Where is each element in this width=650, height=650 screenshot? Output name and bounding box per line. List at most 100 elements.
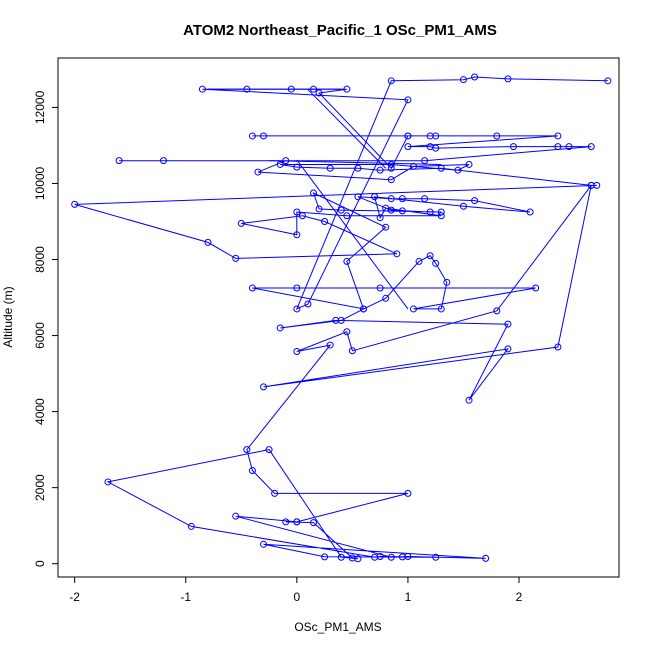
data-point	[282, 518, 290, 526]
data-point	[354, 164, 362, 172]
data-point	[398, 553, 406, 561]
data-point	[371, 553, 379, 561]
data-point	[437, 208, 445, 216]
data-point	[237, 219, 245, 227]
data-point	[471, 73, 479, 81]
data-point	[326, 341, 334, 349]
data-point	[504, 345, 512, 353]
data-point	[260, 383, 268, 391]
data-point	[321, 553, 329, 561]
data-point	[554, 132, 562, 140]
data-point	[587, 181, 595, 189]
data-point	[376, 284, 384, 292]
data-point	[504, 320, 512, 328]
y-tick-label: 4000	[33, 398, 47, 425]
data-point	[160, 157, 168, 165]
data-point	[493, 307, 501, 315]
series-line	[74, 76, 608, 560]
data-point	[310, 519, 318, 527]
data-point	[293, 305, 301, 313]
data-point	[71, 200, 79, 208]
data-point	[387, 164, 395, 172]
data-point	[432, 132, 440, 140]
data-point	[387, 195, 395, 203]
data-point	[232, 512, 240, 520]
data-point	[315, 89, 323, 97]
data-point	[287, 85, 295, 93]
data-point	[443, 278, 451, 286]
y-tick-label: 6000	[33, 322, 47, 349]
data-point	[254, 168, 262, 176]
data-point	[493, 132, 501, 140]
data-point	[387, 206, 395, 214]
data-point	[348, 554, 356, 562]
x-tick-label: -2	[69, 590, 80, 604]
data-point	[248, 467, 256, 475]
data-point	[532, 284, 540, 292]
data-point	[482, 554, 490, 562]
x-tick-label: -1	[180, 590, 191, 604]
data-point	[293, 163, 301, 171]
x-tick-label: 1	[405, 590, 412, 604]
data-point	[421, 157, 429, 165]
data-point	[343, 212, 351, 220]
x-axis: -2 -1 0 1 2	[69, 576, 523, 604]
data-point	[409, 305, 417, 313]
data-point	[315, 205, 323, 213]
data-point	[382, 294, 390, 302]
data-point	[293, 284, 301, 292]
x-tick-label: 0	[293, 590, 300, 604]
data-point	[387, 160, 395, 168]
y-axis: 0 2000 4000 6000 8000 10000 12000	[33, 90, 59, 567]
data-point	[187, 522, 195, 530]
data-point	[337, 206, 345, 214]
data-point	[310, 85, 318, 93]
data-point	[587, 143, 595, 151]
data-point	[465, 160, 473, 168]
data-point	[359, 305, 367, 313]
data-point	[421, 195, 429, 203]
data-point	[437, 305, 445, 313]
data-point	[115, 157, 123, 165]
data-point	[509, 143, 517, 151]
data-point	[404, 132, 412, 140]
data-point	[204, 238, 212, 246]
data-point	[387, 553, 395, 561]
x-tick-label: 2	[516, 590, 523, 604]
data-point	[465, 396, 473, 404]
data-point	[432, 259, 440, 267]
data-point	[432, 144, 440, 152]
data-point	[393, 250, 401, 258]
data-point	[371, 193, 379, 201]
y-tick-label: 10000	[33, 166, 47, 200]
data-point	[276, 324, 284, 332]
series-segment	[296, 159, 409, 310]
y-tick-label: 0	[33, 560, 47, 567]
data-point	[260, 132, 268, 140]
data-point	[354, 193, 362, 201]
data-point	[293, 231, 301, 239]
data-point	[282, 157, 290, 165]
x-axis-label: OSc_PM1_AMS	[294, 620, 381, 634]
data-point	[104, 478, 112, 486]
data-point	[554, 343, 562, 351]
data-point	[459, 202, 467, 210]
data-point	[409, 162, 417, 170]
data-point	[298, 212, 306, 220]
data-point	[326, 164, 334, 172]
data-point	[348, 347, 356, 355]
chart-title: ATOM2 Northeast_Pacific_1 OSc_PM1_AMS	[183, 22, 497, 39]
data-point	[337, 553, 345, 561]
data-point	[398, 207, 406, 215]
data-point	[232, 254, 240, 262]
data-point	[198, 85, 206, 93]
data-point	[382, 223, 390, 231]
data-point	[404, 96, 412, 104]
data-point	[271, 489, 279, 497]
series-points	[71, 73, 612, 563]
y-axis-label: Altitude (m)	[1, 286, 15, 347]
data-point	[376, 166, 384, 174]
y-tick-label: 8000	[33, 246, 47, 273]
data-point	[243, 446, 251, 454]
